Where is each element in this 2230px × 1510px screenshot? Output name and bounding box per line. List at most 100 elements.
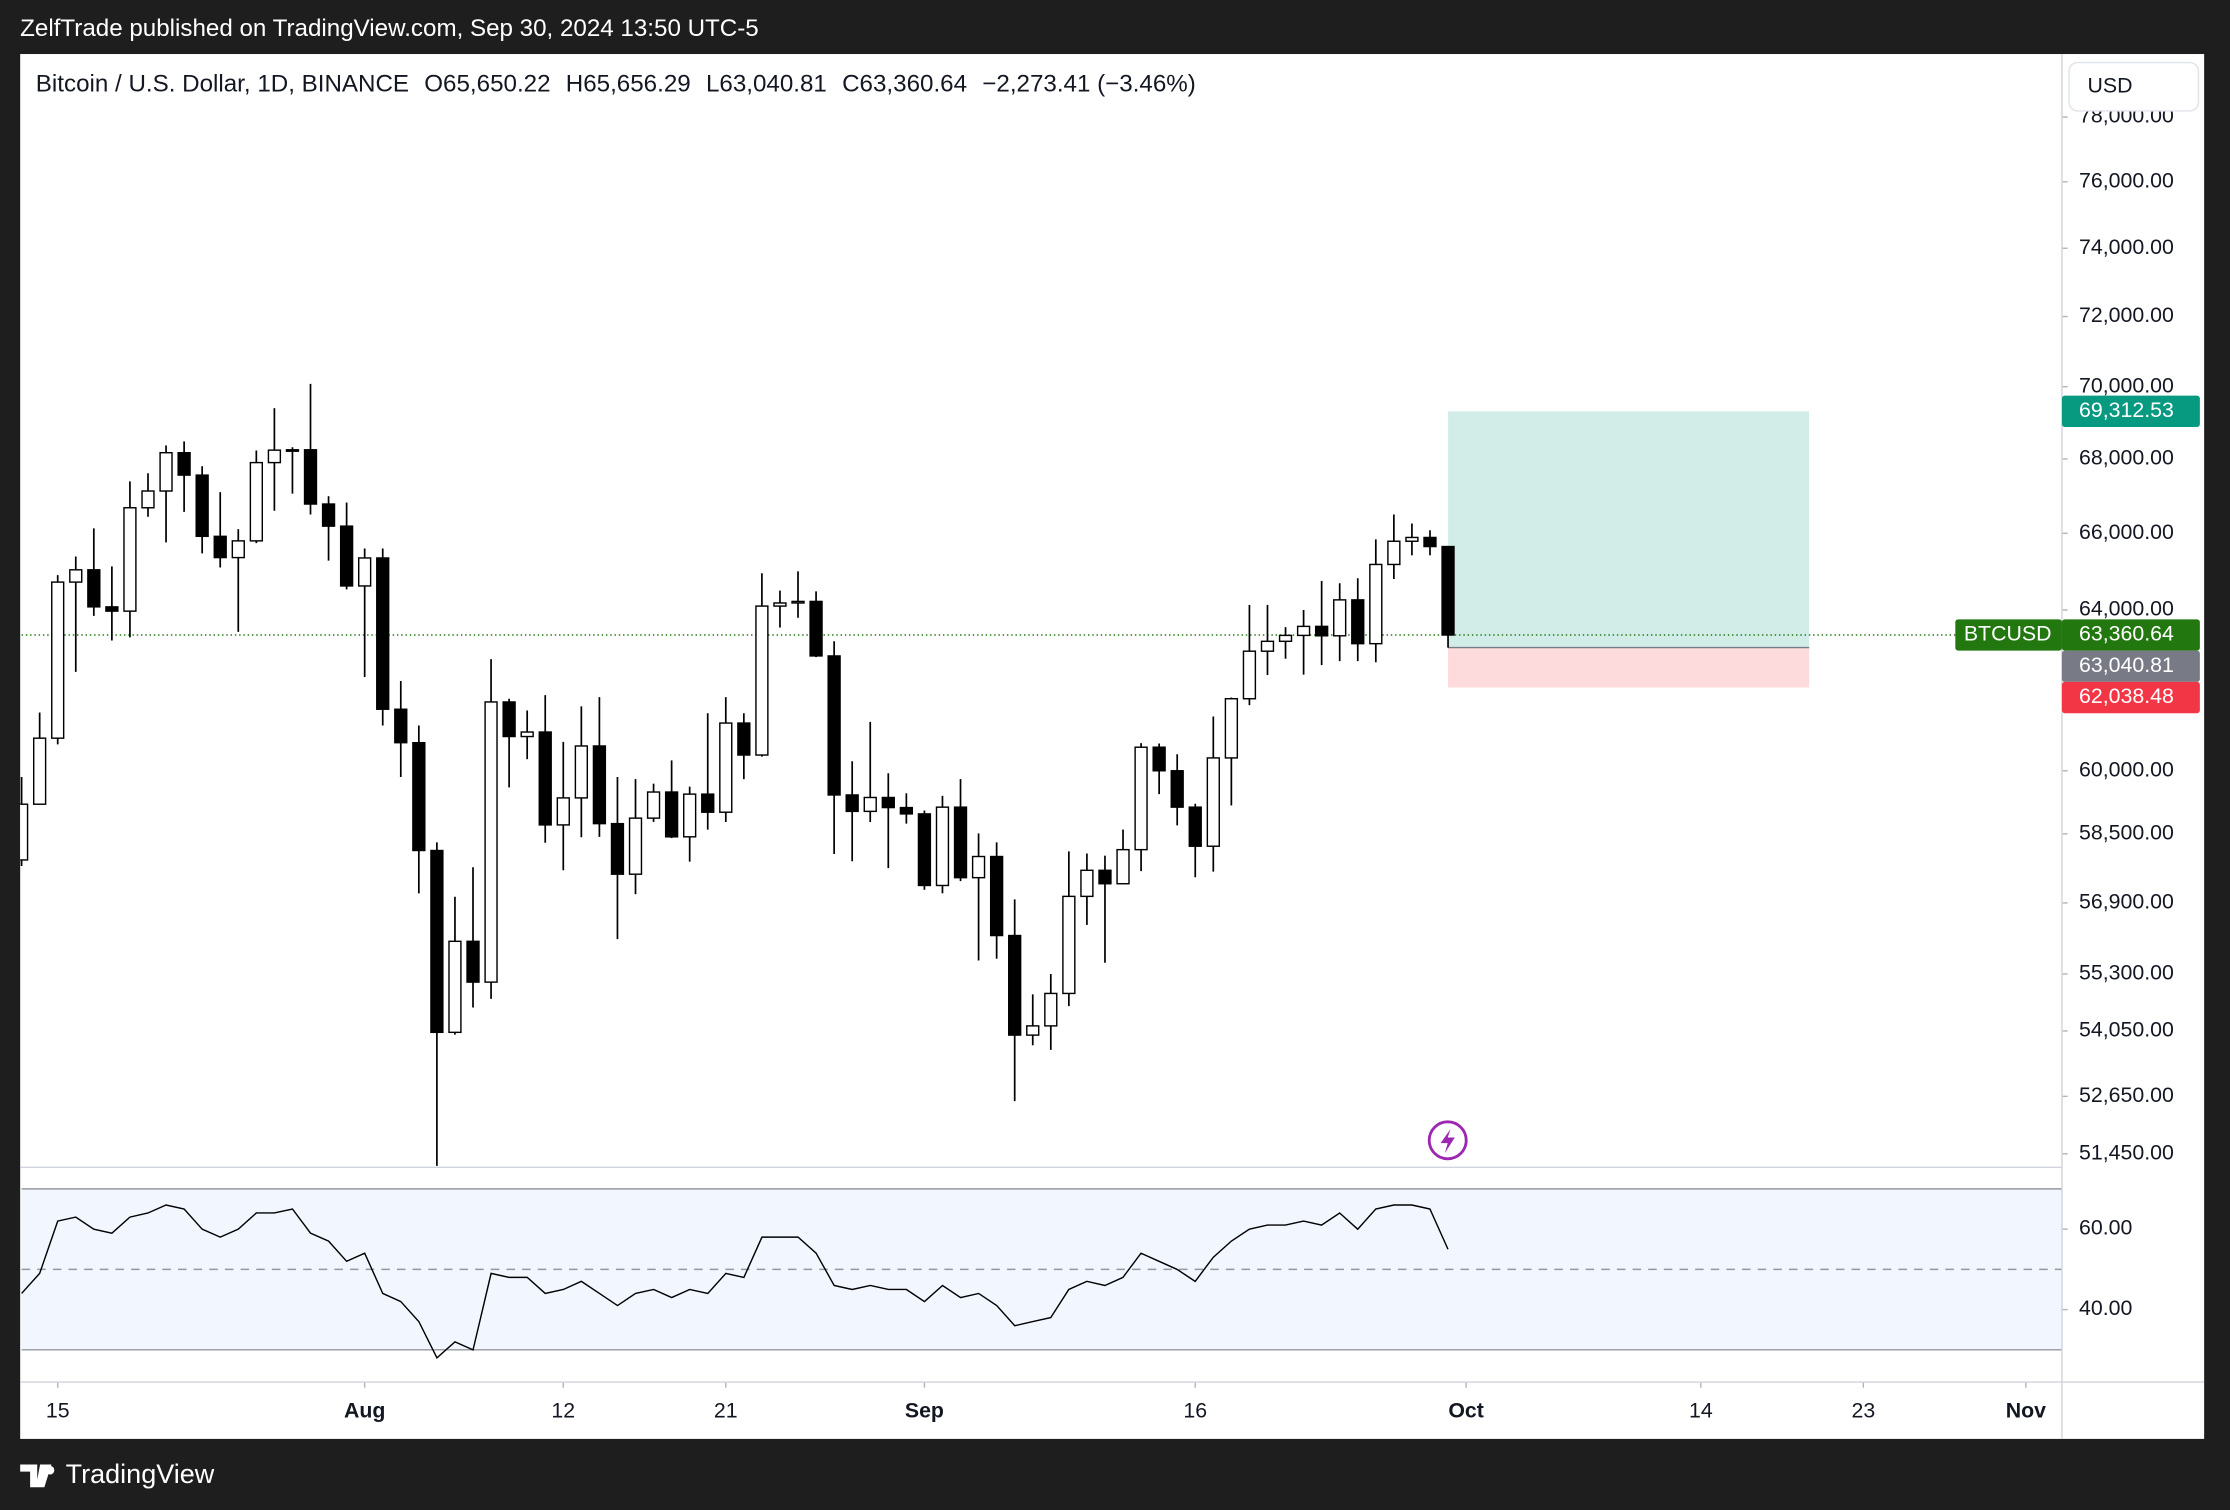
legend: Bitcoin / U.S. Dollar, 1D, BINANCE O65,6… [36, 71, 1196, 98]
x-tick-label: 15 [46, 1399, 70, 1423]
price-tag-label: 63,360.64 [2079, 622, 2174, 646]
symbol: Bitcoin / U.S. Dollar, 1D, BINANCE [36, 71, 409, 98]
candle-body [213, 535, 227, 559]
candle-body [1044, 992, 1058, 1027]
rsi-line [21, 1204, 1449, 1360]
candle-body [917, 813, 932, 887]
candle-body [159, 451, 173, 492]
candle-body [1333, 599, 1347, 637]
y-tick-label: 76,000.00 [2079, 168, 2174, 192]
candle-body [592, 745, 607, 825]
x-tick-label: 12 [551, 1399, 575, 1423]
candle-body [1441, 545, 1455, 636]
candle-body [556, 797, 570, 826]
price-tag-label: 62,038.48 [2079, 684, 2174, 708]
candle-body [520, 731, 534, 738]
candle-body [1224, 698, 1239, 759]
candle-body [755, 605, 769, 756]
candle-body [1405, 536, 1419, 542]
target-zone [1448, 411, 1810, 648]
candle-body [321, 503, 336, 527]
candle-body [1278, 634, 1293, 643]
candle-body [51, 581, 65, 739]
candle-body [881, 796, 895, 809]
candle-body [105, 606, 119, 612]
y-tick-label: 70,000.00 [2079, 373, 2174, 397]
ohlc-value: 63,360.64 [860, 71, 967, 98]
rsi-tick-label: 60.00 [2079, 1216, 2132, 1240]
price-tag [2061, 650, 2200, 682]
candle-body [935, 806, 950, 887]
candle-body [394, 708, 408, 744]
x-tick-label: Sep [905, 1399, 944, 1423]
candle-body [737, 722, 751, 756]
candle-body [1351, 599, 1365, 645]
candle-body [664, 791, 679, 838]
ohlc-value: 65,650.22 [443, 71, 550, 98]
candle-body [574, 745, 589, 799]
candle-body [448, 940, 462, 1034]
currency-button[interactable] [2068, 61, 2200, 112]
candle-body [141, 490, 155, 509]
candle-body [177, 451, 191, 476]
y-tick-label: 68,000.00 [2079, 446, 2174, 470]
candle-body [863, 796, 877, 813]
candle-body [466, 940, 480, 983]
candle-body [303, 449, 318, 505]
candle-body [1134, 746, 1148, 851]
candle-body [701, 793, 715, 813]
candle-body [285, 449, 300, 452]
y-tick-label: 72,000.00 [2079, 303, 2174, 327]
candle-body [628, 817, 643, 875]
y-tick-label: 55,300.00 [2079, 961, 2174, 985]
price-tag [2061, 619, 2200, 651]
candle-body [971, 855, 986, 879]
candle-body [376, 557, 390, 710]
change: −2,273.41 (−3.46%) [982, 71, 1196, 98]
candle-body [809, 600, 823, 657]
symbol-tag-label: BTCUSD [1964, 622, 2052, 646]
candle-body [412, 741, 426, 852]
candle-body [1206, 757, 1220, 847]
candle-body [502, 701, 516, 738]
candle-body [32, 737, 47, 805]
x-tick-label: Oct [1448, 1399, 1484, 1423]
ohlc-key: O [424, 71, 443, 98]
price-tag [2061, 681, 2200, 714]
ohlc-key: H [566, 71, 583, 98]
candle-body [1170, 770, 1184, 808]
logo: TradingView [20, 1459, 215, 1489]
candle-body [1369, 563, 1383, 645]
logo-mark [20, 1464, 52, 1488]
price-tag-label: 63,040.81 [2079, 653, 2174, 677]
ohlc-value: 63,040.81 [719, 71, 826, 98]
x-tick-label: 16 [1183, 1399, 1207, 1423]
y-tick-label: 64,000.00 [2079, 597, 2174, 621]
candle-body [1080, 869, 1094, 898]
candle-body [87, 569, 101, 608]
candle-body [1152, 746, 1166, 772]
y-tick-label: 51,450.00 [2079, 1140, 2174, 1164]
x-tick-label: 21 [714, 1399, 738, 1423]
candle-body [646, 791, 661, 819]
candle-body [989, 855, 1004, 937]
published: ZelfTrade published on TradingView.com, … [20, 15, 759, 42]
candle-body [953, 806, 968, 879]
candle-body [430, 849, 444, 1034]
candle-body [719, 722, 733, 813]
y-tick-label: 54,050.00 [2079, 1018, 2174, 1042]
x-tick-label: Nov [2006, 1399, 2046, 1423]
candle-body [231, 540, 245, 559]
candle-body [899, 806, 914, 815]
candle-body [1242, 650, 1257, 700]
candle-body [1026, 1025, 1040, 1036]
candle-body [773, 602, 787, 607]
candle-body [1116, 848, 1130, 885]
events-bolt [1440, 1128, 1455, 1154]
currency: USD [2088, 73, 2133, 97]
candle-body [538, 731, 552, 826]
brand: TradingView [66, 1459, 215, 1489]
candle-body [195, 474, 209, 538]
